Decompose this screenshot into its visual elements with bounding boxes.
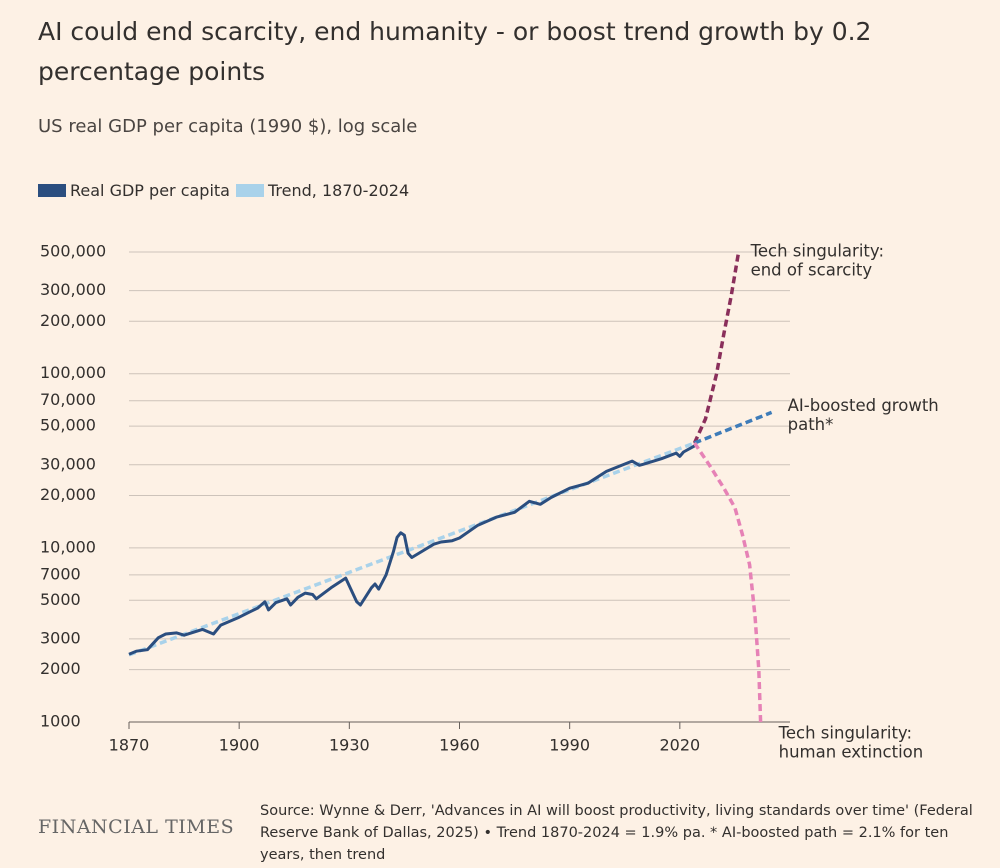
line (693, 442, 763, 723)
legend-swatch (235, 184, 264, 197)
annotation: AI-boosted growth (788, 396, 939, 415)
x-tick-label: 1900 (219, 736, 260, 755)
line (693, 410, 773, 445)
y-tick-label: 100,000 (40, 363, 106, 382)
annotation: path* (788, 415, 834, 434)
line (692, 251, 741, 444)
annotation: Tech singularity: (750, 242, 884, 261)
x-tick-label: 1930 (329, 736, 370, 755)
annotation: end of scarcity (751, 261, 873, 280)
y-tick-label: 1000 (40, 712, 81, 731)
y-tick-label: 300,000 (40, 280, 106, 299)
y-tick-label: 200,000 (40, 311, 106, 330)
chart-subtitle: US real GDP per capita (1990 $), log sca… (38, 116, 418, 137)
y-tick-label: 500,000 (40, 242, 106, 261)
legend-label: Real GDP per capita (70, 181, 230, 200)
x-tick-label: 1870 (109, 736, 150, 755)
legend-item: Trend, 1870-2024 (235, 181, 410, 200)
source-note: Source: Wynne & Derr, 'Advances in AI wi… (260, 803, 973, 863)
y-tick-label: 7000 (40, 564, 81, 583)
annotation: Tech singularity: (778, 724, 912, 743)
y-tick-label: 5000 (40, 590, 81, 609)
y-tick-label: 70,000 (40, 390, 96, 409)
line (128, 444, 696, 656)
x-tick-label: 1960 (439, 736, 480, 755)
brand: FINANCIAL TIMES (38, 816, 235, 838)
y-tick-label: 50,000 (40, 416, 96, 435)
y-tick-label: 3000 (40, 628, 81, 647)
y-tick-label: 10,000 (40, 537, 96, 556)
y-tick-label: 20,000 (40, 485, 96, 504)
y-tick-label: 2000 (40, 659, 81, 678)
legend-label: Trend, 1870-2024 (267, 181, 410, 200)
annotation: human extinction (779, 743, 924, 762)
y-tick-label: 30,000 (40, 454, 96, 473)
legend-swatch (38, 184, 66, 197)
line (128, 441, 696, 657)
legend-item: Real GDP per capita (38, 181, 230, 200)
legend: Real GDP per capita Trend, 1870-2024 (38, 181, 415, 200)
chart-title: AI could end scarcity, end humanity - or… (38, 17, 872, 86)
x-tick-label: 1990 (549, 736, 590, 755)
x-tick-label: 2020 (659, 736, 700, 755)
